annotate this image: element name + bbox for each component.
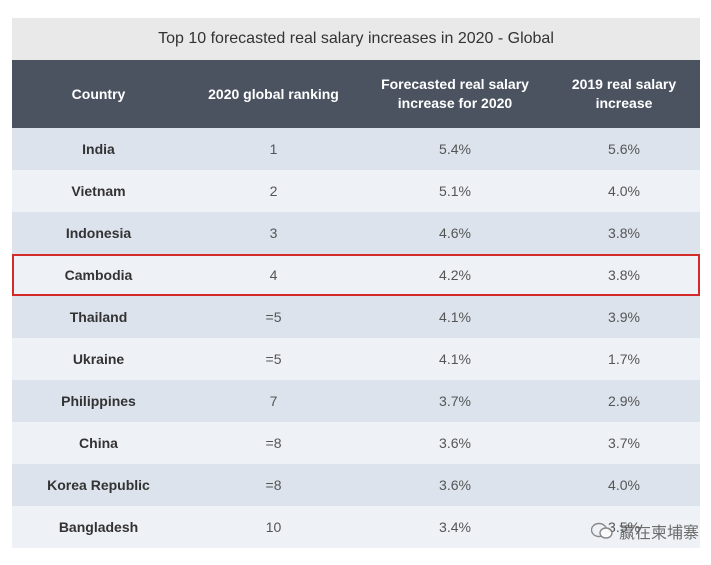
- header-cell: 2020 global ranking: [208, 85, 339, 102]
- table-cell: 4.1%: [439, 309, 471, 325]
- table-cell: 5.4%: [439, 141, 471, 157]
- table-cell: 3.5%: [608, 519, 640, 535]
- table-cell: 3.6%: [439, 477, 471, 493]
- table-cell: Ukraine: [72, 351, 125, 367]
- table-cell: 5.6%: [608, 141, 640, 157]
- table-cell: Bangladesh: [58, 519, 139, 535]
- watermark-text: 赢在柬埔寨: [618, 525, 699, 542]
- table-cell: China: [79, 435, 118, 451]
- table-cell: =8: [265, 435, 282, 451]
- header-cell: Forecasted real salary increase for 2020: [381, 76, 529, 111]
- table-cell: 3.4%: [439, 519, 471, 535]
- table-cell: 2.9%: [608, 393, 640, 409]
- table-cell: 5.1%: [439, 183, 471, 199]
- table-row: Thailand =5 4.1% 3.9%: [12, 296, 700, 338]
- table-cell: Thailand: [69, 309, 128, 325]
- table-row: Indonesia 3 4.6% 3.8%: [12, 212, 700, 254]
- table-cell: 4.1%: [439, 351, 471, 367]
- header-cell: Country: [71, 85, 126, 102]
- table-cell: 10: [265, 519, 282, 535]
- table-cell: Korea Republic: [47, 477, 150, 493]
- table-row: Cambodia 4 4.2% 3.8%: [12, 254, 700, 296]
- table-row: India 1 5.4% 5.6%: [12, 128, 700, 170]
- header-row: Country 2020 global ranking Forecasted rea…: [12, 60, 700, 128]
- table-row: Ukraine =5 4.1% 1.7%: [12, 338, 700, 380]
- table-cell: 3: [269, 225, 278, 241]
- watermark: 赢在柬埔寨: [590, 519, 699, 543]
- table-cell: Cambodia: [64, 267, 133, 283]
- table-cell: Indonesia: [65, 225, 132, 241]
- table-cell: 3.8%: [608, 225, 640, 241]
- table-cell: 4.6%: [439, 225, 471, 241]
- table-row: Bangladesh 10 3.4% 3.5%: [12, 506, 700, 548]
- table-row: Vietnam 2 5.1% 4.0%: [12, 170, 700, 212]
- highlight-box: [12, 254, 700, 296]
- table-row: Philippines 7 3.7% 2.9%: [12, 380, 700, 422]
- table-cell: 3.7%: [439, 393, 471, 409]
- table-cell: 7: [269, 393, 278, 409]
- table-cell: 3.7%: [608, 435, 640, 451]
- table-cell: 1: [269, 141, 278, 157]
- table-cell: 3.8%: [608, 267, 640, 283]
- table-cell: =8: [265, 477, 282, 493]
- wechat-icon: [590, 522, 613, 539]
- table-cell: 3.6%: [439, 435, 471, 451]
- table-cell: 2: [269, 183, 278, 199]
- table-cell: 1.7%: [608, 351, 640, 367]
- table-row: China =8 3.6% 3.7%: [12, 422, 700, 464]
- table-cell: 3.9%: [608, 309, 640, 325]
- table-cell: =5: [265, 309, 282, 325]
- table-cell: 4: [269, 267, 278, 283]
- table-title: Top 10 forecasted real salary increases …: [12, 18, 700, 60]
- table-cell: Philippines: [61, 393, 136, 409]
- table-cell: 4.0%: [608, 183, 640, 199]
- table-cell: =5: [265, 351, 282, 367]
- table-cell: 4.0%: [608, 477, 640, 493]
- table-row: Korea Republic =8 3.6% 4.0%: [12, 464, 700, 506]
- header-cell: 2019 real salary increase: [571, 76, 677, 111]
- table-cell: 4.2%: [439, 267, 471, 283]
- table-cell: Vietnam: [71, 183, 126, 199]
- table-cell: India: [82, 141, 115, 157]
